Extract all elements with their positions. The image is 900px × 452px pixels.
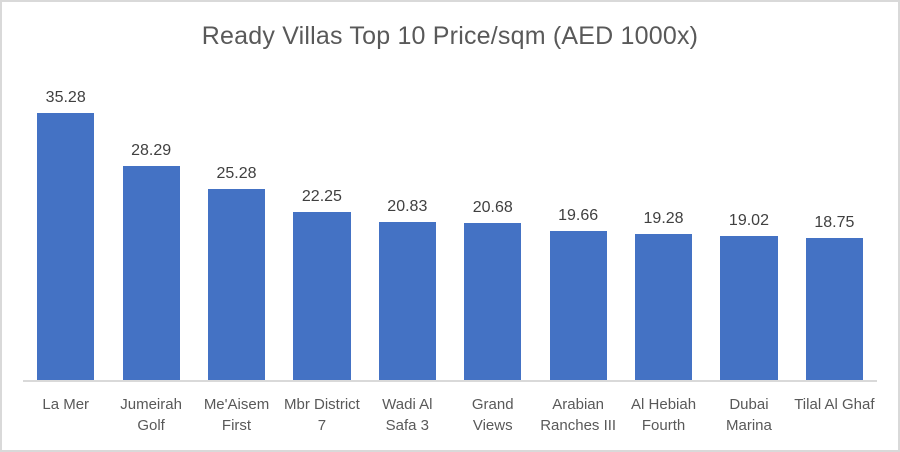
bar-value-label: 28.29 [131, 142, 172, 159]
bar-group: 22.25 [279, 72, 364, 380]
category-label: Arabian Ranches III [540, 396, 617, 434]
bar[interactable] [805, 238, 863, 380]
bar[interactable] [549, 231, 607, 380]
bar[interactable] [378, 222, 436, 380]
bar-value-label: 20.68 [472, 199, 513, 216]
bar-group: 20.83 [365, 72, 450, 380]
category-axis: La Mer Jumeirah Golf Me'Aisem First Mbr Dis… [23, 394, 877, 436]
category-label: Dubai Marina [726, 396, 772, 434]
bar-group: 25.28 [194, 72, 279, 380]
bar-value-label: 19.28 [643, 210, 684, 227]
bar[interactable] [122, 166, 180, 380]
chart-title: Ready Villas Top 10 Price/sqm (AED 1000x… [201, 22, 699, 50]
bar-group: 28.29 [108, 72, 193, 380]
category-label: Jumeirah Golf [120, 396, 182, 434]
bar-group: 18.75 [792, 72, 877, 380]
bar[interactable] [293, 212, 351, 380]
bar-value-label: 20.83 [387, 198, 428, 215]
bar[interactable] [207, 189, 266, 380]
category-label: Mbr District 7 [284, 396, 360, 434]
bar-value-label: 19.66 [558, 207, 599, 224]
category-label: La Mer [42, 396, 90, 413]
bar-value-label: 35.28 [45, 89, 86, 106]
category-label: Al Hebiah Fourth [631, 396, 697, 434]
bar[interactable] [464, 223, 522, 380]
bar-group: 19.66 [535, 72, 620, 380]
bar-group: 19.02 [706, 72, 791, 380]
bar-value-label: 19.02 [728, 212, 769, 229]
category-label: Grand Views [471, 396, 514, 434]
bar[interactable] [37, 113, 95, 380]
bar-value-label: 22.25 [301, 188, 342, 205]
category-label: Tilal Al Ghaf [794, 396, 875, 413]
bar-group: 35.28 [23, 72, 108, 380]
category-label: Wadi Al Safa 3 [382, 396, 433, 434]
bar-group: 19.28 [621, 72, 706, 380]
bar[interactable] [634, 234, 693, 380]
bar[interactable] [720, 236, 778, 380]
bar-value-label: 25.28 [216, 165, 257, 182]
bar-group: 20.68 [450, 72, 535, 380]
plot-area: 35.28 28.29 25.28 22.25 20.83 20.68 19.66 19.28… [23, 72, 877, 382]
category-label: Me'Aisem First [203, 396, 270, 434]
bar-value-label: 18.75 [814, 214, 855, 231]
